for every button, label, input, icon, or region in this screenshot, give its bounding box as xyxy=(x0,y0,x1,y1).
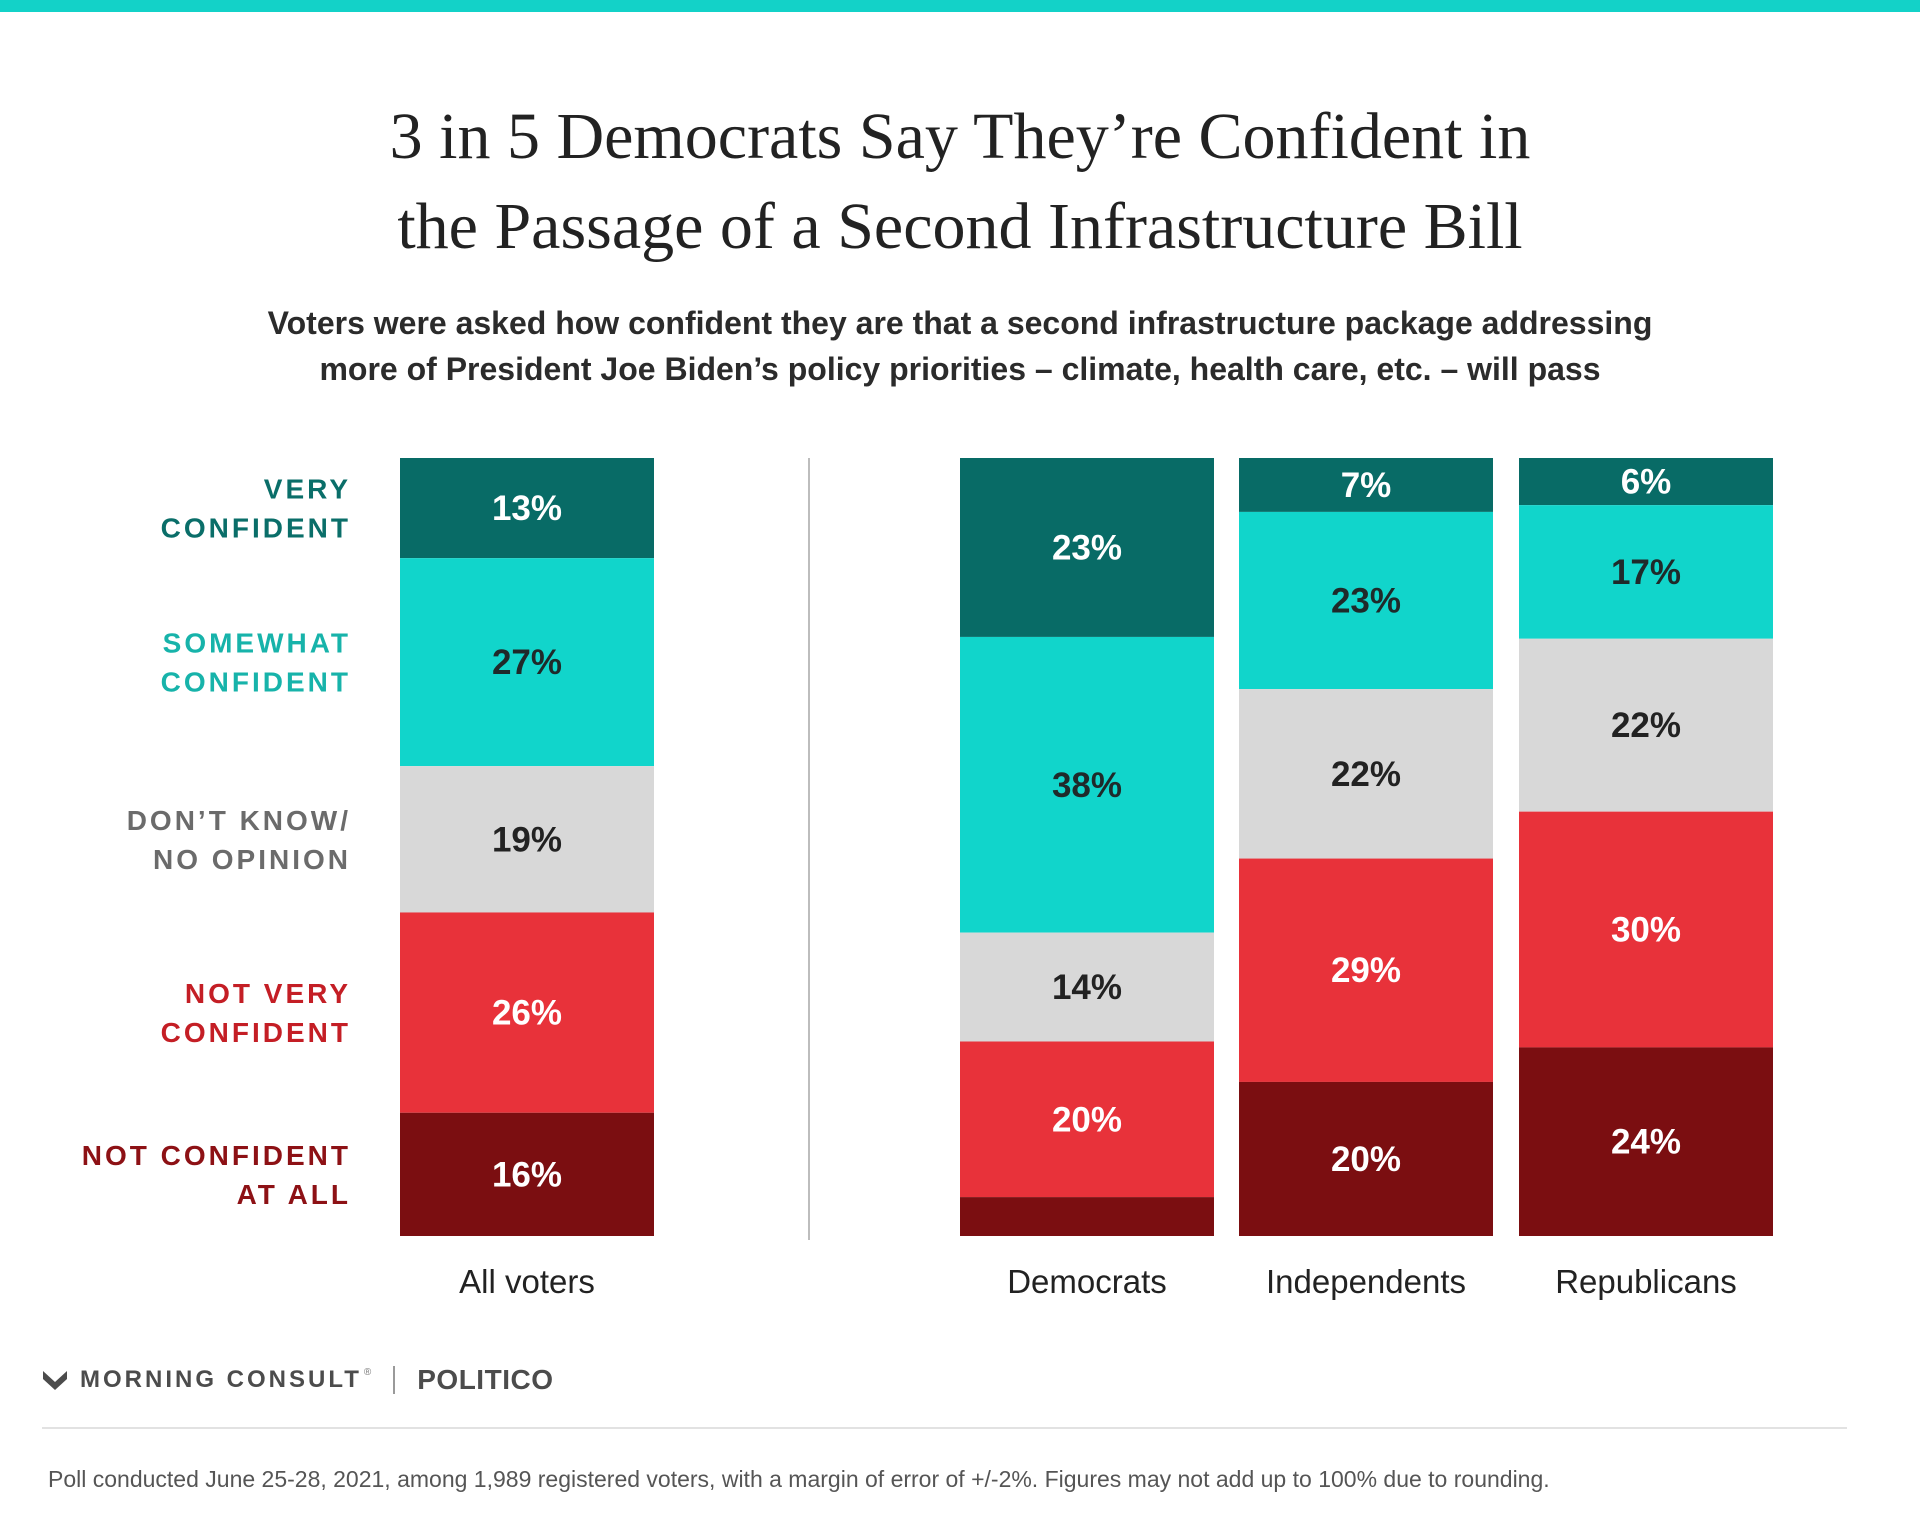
legend-label-not-very-confident: NOT VERY xyxy=(185,978,351,1009)
brand-politico: POLITICO xyxy=(417,1364,554,1395)
bar-segment-democrats-not-very-confident xyxy=(960,1041,1214,1198)
stacked-bar-chart: 13% VERY CONFIDENT 27% SOMEWHAT CONFIDENT 19% D… xyxy=(82,458,1773,1300)
data-label-all-voters-very-confident: 13% xyxy=(492,489,562,528)
data-label-independents-very-confident: 7% xyxy=(1341,466,1392,505)
data-label-republicans-very-confident: 6% xyxy=(1621,463,1672,502)
chart-subtitle-line-2: more of President Joe Biden’s policy pri… xyxy=(319,351,1601,387)
top-accent-bar xyxy=(0,0,1920,12)
data-label-democrats-dont-know: 14% xyxy=(1052,968,1122,1007)
category-label-independents: Independents xyxy=(1266,1263,1466,1300)
legend-label-not-very-confident: CONFIDENT xyxy=(161,1017,351,1048)
bar-segment-republicans-not-confident-at-all xyxy=(1519,1047,1773,1236)
data-label-all-voters-not-very-confident: 26% xyxy=(492,994,562,1033)
bar-segment-all-voters-somewhat-confident xyxy=(400,558,654,767)
bar-segment-republicans-somewhat-confident xyxy=(1519,505,1773,639)
bar-segment-republicans-dont-know xyxy=(1519,638,1773,812)
bar-segment-republicans-not-very-confident xyxy=(1519,811,1773,1048)
data-label-independents-not-very-confident: 29% xyxy=(1331,951,1401,990)
brand-morning-consult: MORNING CONSULT xyxy=(80,1366,362,1393)
chart-subtitle: Voters were asked how confident they are… xyxy=(120,300,1800,392)
category-label-all-voters: All voters xyxy=(459,1263,595,1300)
poll-footnote: Poll conducted June 25-28, 2021, among 1… xyxy=(48,1466,1550,1492)
data-label-democrats-somewhat-confident: 38% xyxy=(1052,766,1122,805)
data-label-republicans-not-confident-at-all: 24% xyxy=(1611,1123,1681,1162)
brand-row: MORNING CONSULT ® POLITICO xyxy=(42,1362,553,1398)
brand-registered-mark: ® xyxy=(363,1366,372,1378)
legend-label-somewhat-confident: SOMEWHAT xyxy=(163,628,351,659)
legend-label-not-confident-at-all: AT ALL xyxy=(237,1179,351,1210)
brand-separator xyxy=(393,1366,396,1394)
data-label-democrats-very-confident: 23% xyxy=(1052,528,1122,567)
data-label-independents-dont-know: 22% xyxy=(1331,755,1401,794)
data-label-republicans-not-very-confident: 30% xyxy=(1611,911,1681,950)
bar-segment-independents-somewhat-confident xyxy=(1239,511,1493,690)
bar-segment-republicans-very-confident xyxy=(1519,458,1773,506)
bar-segment-independents-not-very-confident xyxy=(1239,858,1493,1082)
chart-subtitle-line-1: Voters were asked how confident they are… xyxy=(267,305,1653,341)
footer-divider xyxy=(42,1427,1847,1429)
legend-label-dont-know: DON’T KNOW/ xyxy=(127,805,351,836)
bar-segment-all-voters-very-confident xyxy=(400,458,654,559)
bar-segment-democrats-not-confident-at-all xyxy=(960,1197,1214,1236)
chart-title: 3 in 5 Democrats Say They’re Confident i… xyxy=(160,92,1760,272)
data-label-republicans-dont-know: 22% xyxy=(1611,706,1681,745)
bar-segment-independents-very-confident xyxy=(1239,458,1493,512)
legend-label-very-confident: CONFIDENT xyxy=(161,513,351,544)
data-label-all-voters-dont-know: 19% xyxy=(492,820,562,859)
chart-title-line-1: 3 in 5 Democrats Say They’re Confident i… xyxy=(389,100,1531,173)
bar-segment-democrats-very-confident xyxy=(960,458,1214,637)
bar-segment-all-voters-not-very-confident xyxy=(400,912,654,1113)
bar-segment-independents-not-confident-at-all xyxy=(1239,1081,1493,1236)
legend-label-dont-know: NO OPINION xyxy=(153,844,351,875)
bar-segment-democrats-somewhat-confident xyxy=(960,636,1214,933)
bar-segment-independents-dont-know xyxy=(1239,689,1493,859)
bar-segment-all-voters-not-confident-at-all xyxy=(400,1112,654,1236)
data-label-democrats-not-very-confident: 20% xyxy=(1052,1100,1122,1139)
data-label-republicans-somewhat-confident: 17% xyxy=(1611,553,1681,592)
data-label-independents-not-confident-at-all: 20% xyxy=(1331,1140,1401,1179)
data-label-independents-somewhat-confident: 23% xyxy=(1331,582,1401,621)
chart-title-line-2: the Passage of a Second Infrastructure B… xyxy=(397,190,1523,263)
legend-label-not-confident-at-all: NOT CONFIDENT xyxy=(82,1140,351,1171)
bar-segment-all-voters-dont-know xyxy=(400,766,654,913)
legend-label-very-confident: VERY xyxy=(264,474,351,505)
category-label-democrats: Democrats xyxy=(1007,1263,1167,1300)
legend-label-somewhat-confident: CONFIDENT xyxy=(161,667,351,698)
bar-segment-democrats-dont-know xyxy=(960,932,1214,1042)
category-label-republicans: Republicans xyxy=(1555,1263,1737,1300)
data-label-all-voters-not-confident-at-all: 16% xyxy=(492,1155,562,1194)
data-label-all-voters-somewhat-confident: 27% xyxy=(492,643,562,682)
morning-consult-logo-icon xyxy=(43,1371,67,1390)
